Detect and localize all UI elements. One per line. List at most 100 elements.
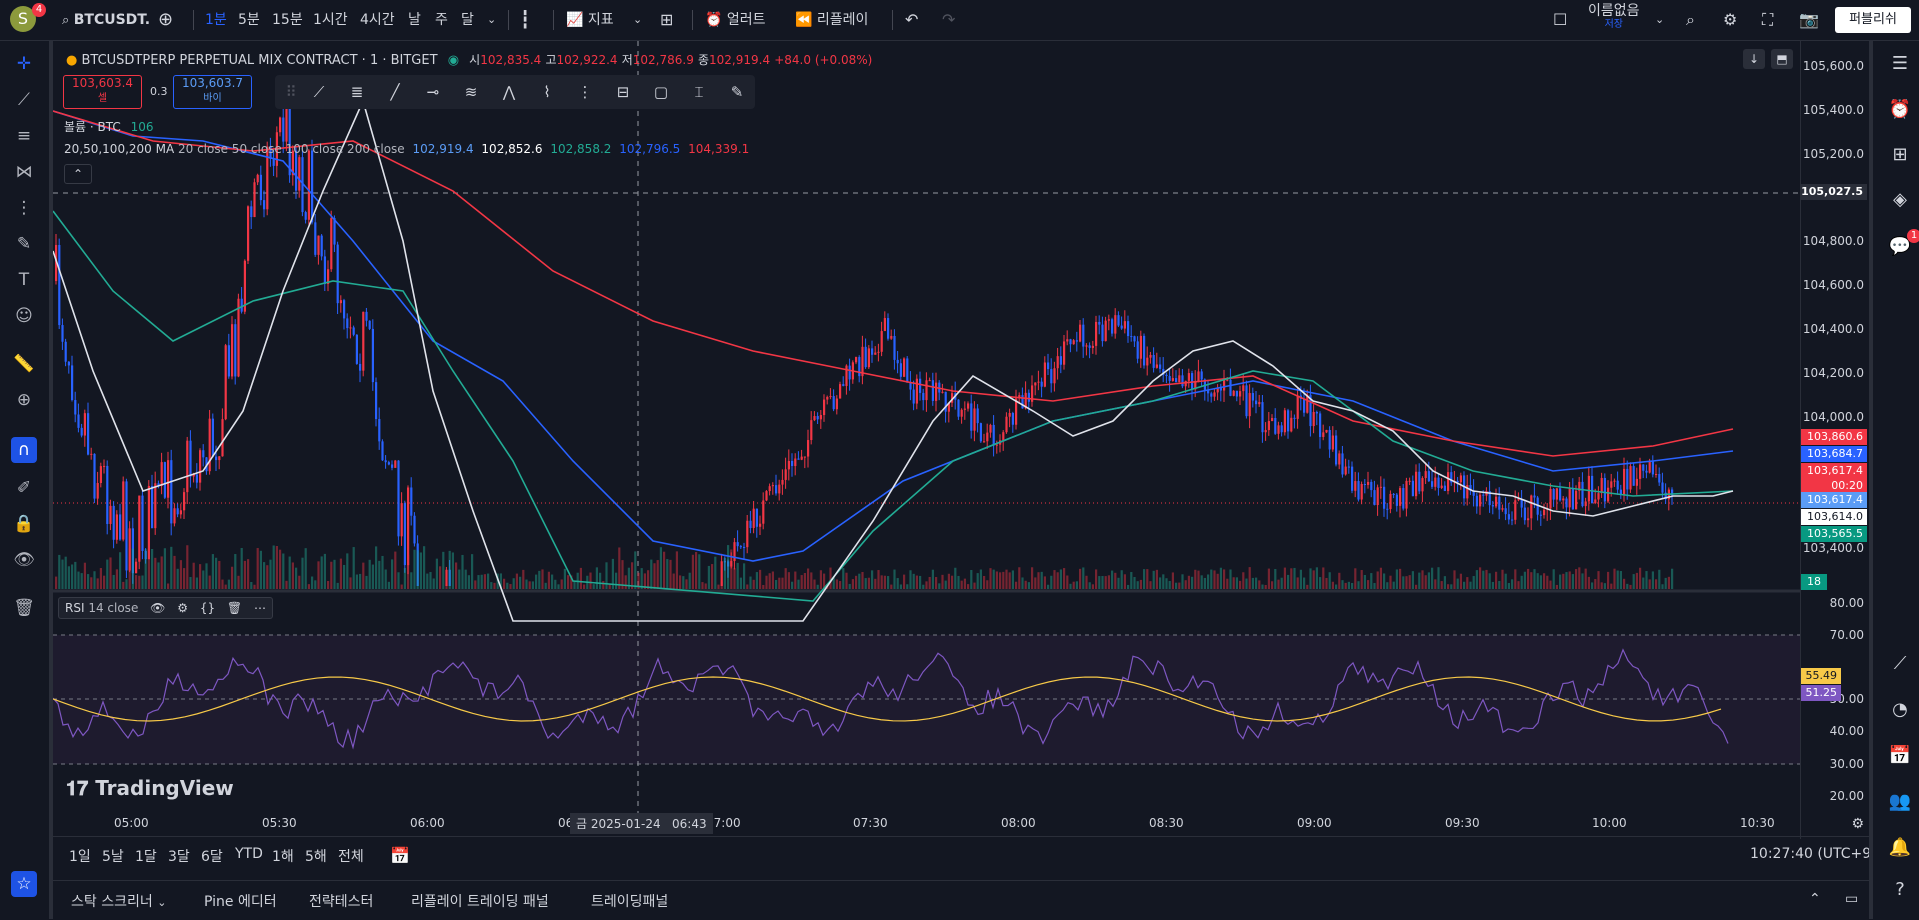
interval-1h[interactable]: 1시간 [313, 12, 348, 28]
collapse-legend-button[interactable]: ⌃ [64, 164, 92, 184]
emoji-icon[interactable]: ☺ [15, 306, 33, 326]
chevron-down-icon[interactable]: ⌄ [633, 13, 643, 26]
watchlist-icon[interactable]: ☰ [1891, 53, 1909, 74]
chevron-up-icon[interactable]: ⌃ [1809, 891, 1821, 907]
tab-trading-panel[interactable]: 트레이딩패널 [591, 894, 669, 910]
maximize-pane-icon[interactable]: ⬒ [1771, 49, 1793, 69]
interval-15m[interactable]: 15분 [272, 12, 303, 28]
interval-month[interactable]: 달 [461, 12, 474, 28]
interval-5m[interactable]: 5분 [238, 12, 260, 28]
magnet-icon[interactable]: ∩ [11, 437, 37, 463]
tab-strategy-tester[interactable]: 전략테스터 [309, 894, 374, 910]
scroll-down-icon[interactable]: ↓ [1743, 49, 1765, 69]
gauge-icon[interactable]: ◔ [1892, 699, 1908, 720]
replay-button[interactable]: ⏪ 리플레이 [795, 9, 868, 31]
more-icon[interactable]: ⋯ [253, 601, 266, 615]
lock-icon[interactable]: 🔒 [13, 514, 35, 534]
date-range-icon[interactable]: ⊟ [616, 83, 630, 101]
rectangle-icon[interactable]: ▢ [653, 83, 669, 101]
alarm-clock-icon[interactable]: ⏰ [1888, 99, 1912, 120]
layers-icon[interactable]: ◈ [1893, 189, 1907, 210]
layout-name-button[interactable]: 이름없음 저장 [1588, 4, 1640, 30]
trash-icon[interactable]: 🗑 [226, 601, 243, 615]
range-ytd[interactable]: YTD [235, 846, 263, 862]
gear-icon[interactable]: ⚙ [177, 601, 188, 615]
user-avatar[interactable]: S [10, 6, 36, 32]
symbol-search[interactable]: ⌕ BTCUSDT. [62, 9, 150, 31]
buy-button[interactable]: 103,603.7 바이 [173, 75, 252, 109]
range-1m[interactable]: 1달 [135, 849, 157, 865]
interval-week[interactable]: 주 [435, 12, 448, 28]
trend-line-icon[interactable]: ⟋ [313, 83, 325, 101]
chevron-down-icon[interactable]: ⌄ [487, 13, 497, 26]
trash-icon[interactable]: 🗑 [13, 598, 35, 618]
elliott-wave-icon[interactable]: ⌇ [543, 83, 551, 101]
pattern-icon[interactable]: ⋈ [15, 162, 33, 182]
chevron-down-icon[interactable]: ⌄ [1655, 13, 1665, 26]
candle-type-icon[interactable]: ┇ [520, 10, 531, 30]
templates-icon[interactable]: ⊞ [660, 10, 674, 29]
fullscreen-icon[interactable]: ⛶ [1762, 10, 1774, 29]
tab-stock-screener[interactable]: 스탁 스크리너 ⌄ [71, 891, 166, 911]
cycle-lines-icon[interactable]: ⋮ [577, 83, 593, 101]
tab-pine-editor[interactable]: Pine 에디터 [204, 894, 277, 910]
chat-icon[interactable]: 💬 [1888, 236, 1912, 257]
crosshair-icon[interactable]: ✛ [16, 54, 32, 74]
source-code-icon[interactable]: {} [199, 601, 216, 615]
eye-icon[interactable]: 👁 [150, 601, 166, 615]
alert-button[interactable]: ⏰ 얼러트 [705, 9, 766, 31]
candle-body [1395, 494, 1398, 506]
ray-icon[interactable]: ╱ [390, 83, 400, 101]
redo-icon[interactable]: ↷ [942, 10, 956, 29]
maximize-panel-icon[interactable]: ▭ [1845, 891, 1859, 907]
help-icon[interactable]: ? [1895, 879, 1905, 900]
calendar-icon[interactable]: 📅 [390, 846, 410, 865]
gear-icon[interactable]: ⚙ [1723, 10, 1738, 29]
abcd-pattern-icon[interactable]: ⋀ [502, 83, 516, 101]
zoom-in-icon[interactable]: ⊕ [16, 390, 32, 410]
brush-icon[interactable]: ✎ [730, 83, 744, 101]
gear-icon[interactable]: ⚙ [1851, 816, 1864, 832]
drag-handle-icon[interactable]: ⠿ [285, 83, 297, 101]
publish-button[interactable]: 퍼블리쉬 [1835, 7, 1911, 33]
text-cursor-icon[interactable]: ⌶ [694, 83, 704, 101]
parallel-channel-icon[interactable]: ≣ [350, 83, 364, 101]
range-all[interactable]: 전체 [338, 849, 364, 865]
price-chart[interactable] [53, 41, 1800, 839]
sell-button[interactable]: 103,603.4 셀 [63, 75, 142, 109]
price-scale[interactable]: 105,600.0 105,400.0 105,200.0 104,800.0 … [1800, 41, 1870, 839]
horizontal-ray-icon[interactable]: ⊸ [426, 83, 440, 101]
trend-line-icon[interactable]: ⟋ [18, 90, 30, 110]
add-symbol-icon[interactable]: ⊕ [158, 9, 174, 30]
brush-icon[interactable]: ✎ [16, 234, 32, 254]
fib-retracement-icon[interactable]: ≡ [16, 126, 32, 146]
interval-1m[interactable]: 1분 [205, 12, 227, 28]
prediction-icon[interactable]: ⋮ [15, 198, 33, 218]
lock-draw-icon[interactable]: ✐ [16, 478, 32, 498]
range-1d[interactable]: 1일 [69, 849, 91, 865]
data-window-icon[interactable]: ⊞ [1892, 144, 1908, 165]
eye-icon[interactable]: 👁 [13, 550, 35, 570]
interval-day[interactable]: 날 [408, 12, 421, 28]
interval-4h[interactable]: 4시간 [360, 12, 395, 28]
checkbox-icon[interactable]: ☐ [1553, 10, 1568, 29]
line-tool-icon[interactable]: ⟋ [1893, 653, 1907, 674]
range-3m[interactable]: 3달 [168, 849, 190, 865]
ruler-icon[interactable]: 📏 [13, 354, 35, 374]
community-icon[interactable]: 👥 [1888, 791, 1912, 812]
bell-icon[interactable]: 🔔 [1888, 837, 1912, 858]
range-5y[interactable]: 5해 [305, 849, 327, 865]
text-icon[interactable]: T [18, 270, 30, 290]
quick-search-icon[interactable]: ⌕ [1686, 10, 1695, 29]
fib-icon[interactable]: ≋ [464, 83, 478, 101]
range-6m[interactable]: 6달 [201, 849, 223, 865]
tab-replay-trading-panel[interactable]: 리플레이 트레이딩 패널 [411, 894, 549, 910]
range-1y[interactable]: 1해 [272, 849, 294, 865]
camera-icon[interactable]: 📷 [1799, 10, 1819, 29]
clock-display[interactable]: 10:27:40 (UTC+9) [1750, 846, 1877, 862]
star-icon[interactable]: ☆ [11, 871, 37, 897]
undo-icon[interactable]: ↶ [905, 10, 919, 29]
indicators-button[interactable]: 📈 지표 [566, 9, 614, 31]
calendar-icon[interactable]: 📅 [1888, 745, 1912, 766]
range-5d[interactable]: 5날 [102, 849, 124, 865]
